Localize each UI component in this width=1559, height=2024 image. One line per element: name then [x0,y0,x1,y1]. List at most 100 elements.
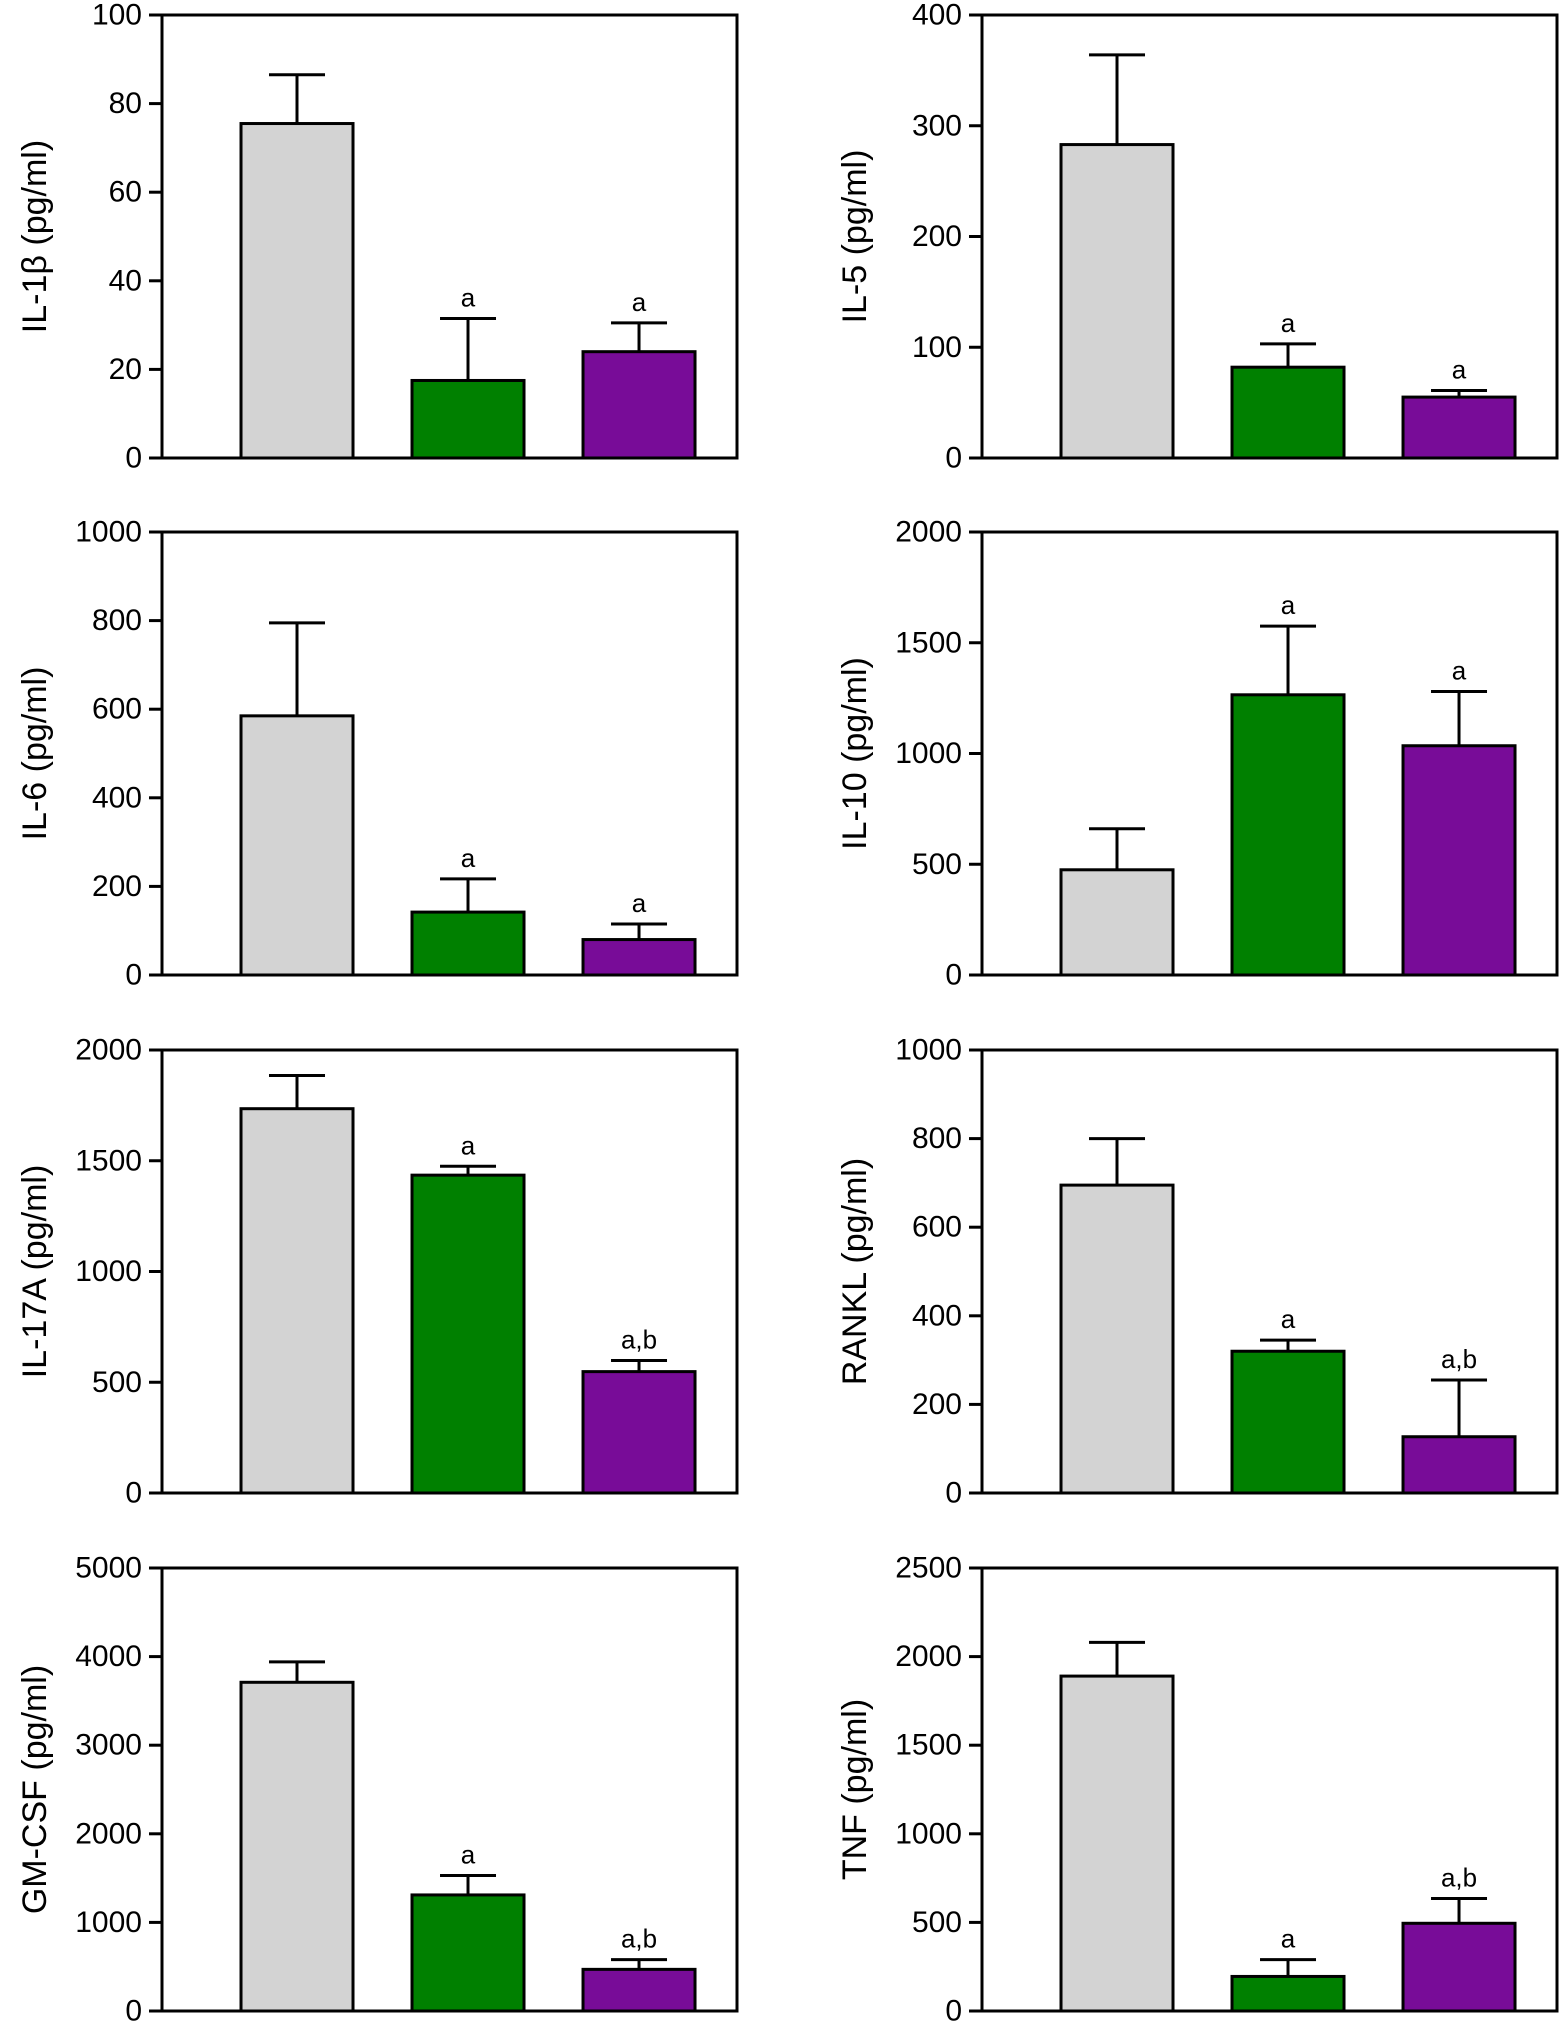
significance-label: a,b [621,1924,657,1954]
bar [1059,143,1175,460]
chart-panel-4: 0 500 1000 1500 2000 IL-10 (pg/ml) a a [836,516,1559,992]
chart-panel-7: 0 1000 2000 3000 4000 5000 GM-CSF (pg/ml) a a,b [16,1552,739,2024]
y-axis-title: IL-1β (pg/ml) [16,140,54,333]
y-tick-label: 1500 [895,1729,962,1762]
bar [1059,1674,1175,2013]
significance-label: a [1281,590,1296,620]
significance-label: a [1281,308,1296,338]
y-tick-label: 1000 [75,1906,142,1939]
y-tick-label: 500 [92,1366,142,1399]
bar [1230,1974,1346,2013]
significance-label: a [1452,655,1467,685]
y-tick-label: 4000 [75,1640,142,1673]
y-tick-label: 400 [92,781,142,814]
y-tick-label: 400 [912,1299,962,1332]
y-tick-label: 2000 [895,516,962,549]
y-axis-title: IL-17A (pg/ml) [16,1165,54,1379]
y-tick-label: 2000 [895,1640,962,1673]
bar [239,1107,355,1495]
significance-label: a [632,888,647,918]
y-tick-label: 400 [912,0,962,32]
y-tick-label: 2000 [75,1817,142,1850]
y-tick-label: 1000 [75,516,142,549]
y-tick-label: 100 [912,331,962,364]
significance-label: a [1281,1924,1296,1954]
chart-panel-6: 0 200 400 600 800 1000 RANKL (pg/ml) a a,b [836,1034,1559,1510]
significance-label: a [1281,1304,1296,1334]
y-tick-label: 20 [109,353,142,386]
y-tick-label: 500 [912,1906,962,1939]
y-axis-title: RANKL (pg/ml) [836,1158,874,1385]
y-tick-label: 0 [945,442,962,475]
bar [410,910,526,977]
y-tick-label: 2000 [75,1034,142,1067]
y-tick-label: 200 [912,1388,962,1421]
y-tick-label: 2500 [895,1552,962,1585]
y-tick-label: 200 [92,870,142,903]
y-tick-label: 0 [125,1995,142,2024]
y-tick-label: 600 [92,693,142,726]
significance-label: a,b [621,1325,657,1355]
y-tick-label: 0 [945,1995,962,2024]
y-tick-label: 0 [125,1477,142,1510]
significance-label: a [1452,354,1467,384]
y-tick-label: 1000 [75,1255,142,1288]
y-axis-title: IL-10 (pg/ml) [836,657,874,850]
y-tick-label: 800 [92,604,142,637]
y-tick-label: 800 [912,1122,962,1155]
bar [1059,868,1175,977]
bar [581,1370,697,1495]
bar [239,1680,355,2013]
y-tick-label: 1000 [895,1817,962,1850]
y-tick-label: 5000 [75,1552,142,1585]
y-tick-label: 80 [109,87,142,120]
y-tick-label: 1000 [895,1034,962,1067]
y-tick-label: 1000 [895,737,962,770]
bar [239,122,355,460]
significance-label: a [461,843,476,873]
bar [581,938,697,977]
y-tick-label: 40 [109,264,142,297]
bar [1230,693,1346,977]
chart-panel-5: 0 500 1000 1500 2000 IL-17A (pg/ml) a a,b [16,1034,739,1510]
y-tick-label: 500 [912,848,962,881]
y-tick-label: 60 [109,176,142,209]
significance-label: a [632,287,647,317]
y-tick-label: 0 [125,442,142,475]
bar [1401,395,1517,460]
chart-panel-1: 0 20 40 60 80 100 IL-1β (pg/ml) a a [16,0,739,475]
y-tick-label: 300 [912,109,962,142]
bar [581,1967,697,2013]
bar [239,714,355,977]
y-tick-label: 1500 [895,626,962,659]
significance-label: a [461,1839,476,1869]
bar [410,378,526,460]
y-tick-label: 200 [912,220,962,253]
y-tick-label: 0 [945,1477,962,1510]
bar [1401,1435,1517,1495]
y-axis-title: GM-CSF (pg/ml) [16,1665,54,1914]
bar [410,1893,526,2013]
y-tick-label: 0 [125,959,142,992]
bar [581,350,697,460]
y-tick-label: 100 [92,0,142,32]
bar [1401,744,1517,977]
y-axis-title: IL-5 (pg/ml) [836,150,874,324]
significance-label: a [461,282,476,312]
y-tick-label: 1500 [75,1144,142,1177]
chart-panel-2: 0 100 200 300 400 IL-5 (pg/ml) a a [836,0,1559,475]
y-tick-label: 0 [945,959,962,992]
significance-label: a,b [1441,1344,1477,1374]
bar [410,1173,526,1495]
bar [1059,1183,1175,1495]
significance-label: a [461,1130,476,1160]
bar [1401,1921,1517,2013]
chart-panel-3: 0 200 400 600 800 1000 IL-6 (pg/ml) a a [16,516,739,992]
bar [1230,1349,1346,1495]
y-tick-label: 3000 [75,1729,142,1762]
y-axis-title: TNF (pg/ml) [836,1699,874,1880]
chart-panel-8: 0 500 1000 1500 2000 2500 TNF (pg/ml) a a,b [836,1552,1559,2024]
y-tick-label: 600 [912,1211,962,1244]
y-axis-title: IL-6 (pg/ml) [16,667,54,841]
